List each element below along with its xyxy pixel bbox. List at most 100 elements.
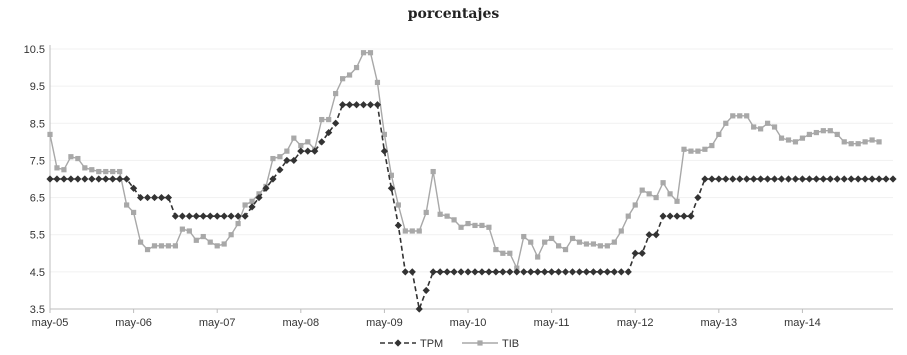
point-tib	[555, 243, 562, 249]
point-tib	[242, 202, 248, 208]
point-tib	[207, 239, 213, 245]
point-tib	[646, 191, 652, 197]
point-tib	[723, 120, 729, 126]
point-tib	[632, 202, 638, 208]
point-tpm	[499, 268, 507, 276]
point-tib	[639, 187, 645, 193]
point-tib	[500, 250, 506, 256]
point-tpm	[680, 212, 688, 220]
point-tib	[437, 211, 443, 217]
point-tpm	[220, 212, 228, 220]
point-tib	[326, 116, 332, 123]
point-tib	[346, 72, 353, 78]
point-tib	[54, 165, 60, 171]
point-tib	[778, 135, 785, 141]
point-tib	[131, 209, 137, 216]
point-tpm	[715, 175, 723, 183]
point-tib	[785, 137, 792, 143]
point-tpm	[46, 175, 54, 183]
point-tib	[291, 135, 297, 141]
point-tpm	[429, 268, 437, 276]
point-tib	[110, 168, 116, 175]
point-tpm	[102, 175, 110, 183]
point-tib	[549, 235, 555, 242]
point-tpm	[603, 268, 611, 276]
y-tick-label: 7.5	[30, 155, 45, 167]
point-tib	[214, 243, 220, 249]
point-tib	[117, 168, 123, 175]
point-tib	[834, 131, 840, 138]
point-tpm	[136, 193, 145, 202]
point-tpm	[513, 268, 521, 276]
point-tpm	[67, 175, 75, 183]
point-tpm	[143, 193, 152, 202]
point-tib	[855, 141, 861, 147]
point-tpm	[276, 166, 284, 174]
point-tpm	[826, 175, 834, 183]
point-tib	[876, 139, 882, 145]
point-tpm	[318, 138, 326, 146]
point-tpm	[422, 286, 430, 295]
point-tpm	[840, 175, 848, 183]
point-tib	[653, 194, 659, 201]
point-tpm	[443, 268, 451, 276]
point-tpm	[457, 268, 465, 276]
point-tpm	[777, 175, 786, 183]
point-tpm	[861, 175, 869, 183]
point-tpm	[492, 268, 500, 276]
point-tib	[562, 246, 569, 253]
point-tib	[465, 220, 471, 227]
point-tib	[458, 224, 464, 230]
x-tick-label: may-10	[450, 317, 487, 329]
point-tpm	[568, 268, 577, 276]
y-tick-label: 3.5	[30, 304, 45, 316]
point-tpm	[227, 212, 235, 220]
point-tpm	[380, 147, 389, 155]
point-tpm	[332, 119, 340, 127]
point-tpm	[339, 101, 347, 109]
point-tpm	[596, 268, 604, 276]
point-tib	[486, 224, 492, 230]
point-tib	[284, 148, 290, 154]
point-tpm	[157, 193, 166, 202]
point-tpm	[638, 249, 646, 257]
y-tick-label: 9.5	[30, 81, 45, 93]
point-tpm	[506, 268, 514, 276]
point-tib	[576, 239, 583, 245]
point-tib	[75, 155, 81, 162]
point-tib	[151, 243, 158, 249]
point-tib	[521, 233, 527, 240]
point-tib	[277, 154, 283, 160]
point-tib	[144, 246, 151, 253]
point-tib	[68, 154, 74, 160]
point-tpm	[610, 268, 618, 276]
point-tib	[611, 239, 617, 245]
point-tib	[514, 265, 520, 271]
series-line-tpm	[50, 103, 893, 312]
point-tib	[298, 142, 304, 149]
x-tick-label: may-13	[700, 317, 737, 329]
x-tick-label: may-05	[32, 317, 69, 329]
x-tick-label: may-07	[199, 317, 236, 329]
y-tick-label: 6.5	[30, 193, 45, 205]
point-tpm	[875, 175, 883, 183]
point-tpm	[722, 175, 730, 183]
point-tpm	[805, 175, 813, 183]
point-tib	[416, 228, 422, 234]
gridlines	[50, 48, 893, 273]
point-tpm	[736, 175, 744, 183]
point-tpm	[60, 175, 68, 183]
point-tib	[402, 228, 408, 234]
point-tib	[744, 113, 750, 119]
point-tib	[200, 233, 206, 240]
point-tib	[848, 141, 854, 147]
y-tick-label: 5.5	[30, 230, 45, 242]
point-tpm	[694, 193, 702, 202]
point-tpm	[304, 147, 312, 155]
point-tpm	[582, 268, 591, 276]
point-tib	[695, 148, 701, 154]
point-tib	[528, 239, 534, 245]
point-tpm	[262, 184, 270, 192]
point-tpm	[297, 147, 305, 155]
point-tpm	[666, 212, 674, 220]
